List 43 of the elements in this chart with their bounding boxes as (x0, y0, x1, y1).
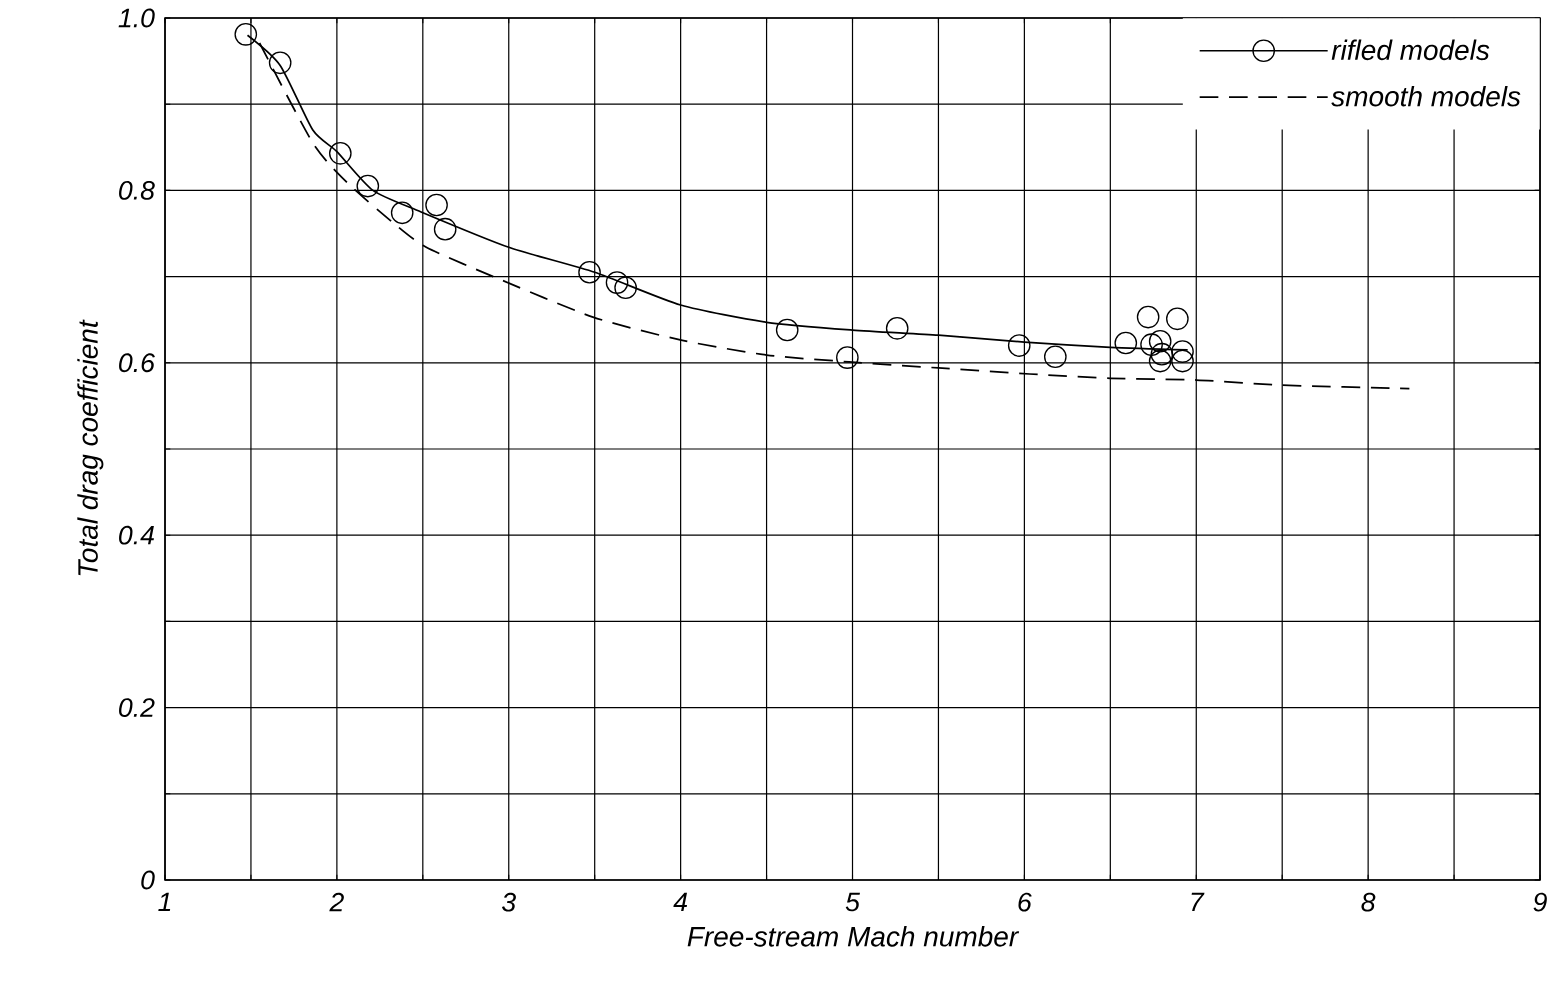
x-tick-label: 3 (501, 892, 516, 912)
x-tick-label: 6 (1018, 892, 1032, 912)
point (328, 141, 352, 165)
point (1171, 349, 1194, 373)
y-tick-label: 1.0 (118, 8, 155, 28)
point (1150, 342, 1174, 366)
point (1148, 329, 1172, 353)
point (885, 316, 909, 340)
y-tick-label: 0.6 (119, 353, 155, 373)
x-tick-label: 9 (1533, 892, 1547, 912)
point (1136, 305, 1160, 329)
x-tick-label: 7 (1191, 892, 1205, 912)
point (578, 260, 601, 284)
x-tick-label: 5 (845, 892, 860, 912)
point (234, 23, 258, 46)
point (605, 271, 629, 294)
point (614, 276, 637, 300)
point (1171, 340, 1194, 363)
legend-label: smooth models (1331, 85, 1521, 107)
y-tick-label: 0.4 (119, 525, 154, 545)
x-tick-label: 4 (673, 892, 688, 912)
legend-label: rifled models (1331, 39, 1490, 61)
point (775, 318, 799, 342)
x-tick-label: 2 (329, 892, 344, 912)
point (836, 346, 859, 369)
point (268, 51, 292, 75)
x-tick-label: 8 (1361, 892, 1376, 912)
y-tick-label: 0.2 (119, 698, 155, 718)
point (1043, 345, 1067, 369)
point (390, 201, 414, 225)
point (1148, 349, 1172, 373)
y-tick-label: 0 (141, 870, 155, 890)
point (356, 174, 380, 198)
point (1166, 307, 1189, 331)
point (433, 217, 457, 241)
x-tick-label: 1 (158, 892, 171, 912)
y-tick-label: 0.8 (119, 180, 155, 200)
x-axis-title: Free-stream Mach number (687, 926, 1020, 947)
point (1114, 331, 1138, 355)
y-axis-title: Total drag coefficient (77, 319, 104, 576)
point (425, 193, 448, 217)
point (1007, 334, 1031, 357)
point (1140, 333, 1163, 357)
